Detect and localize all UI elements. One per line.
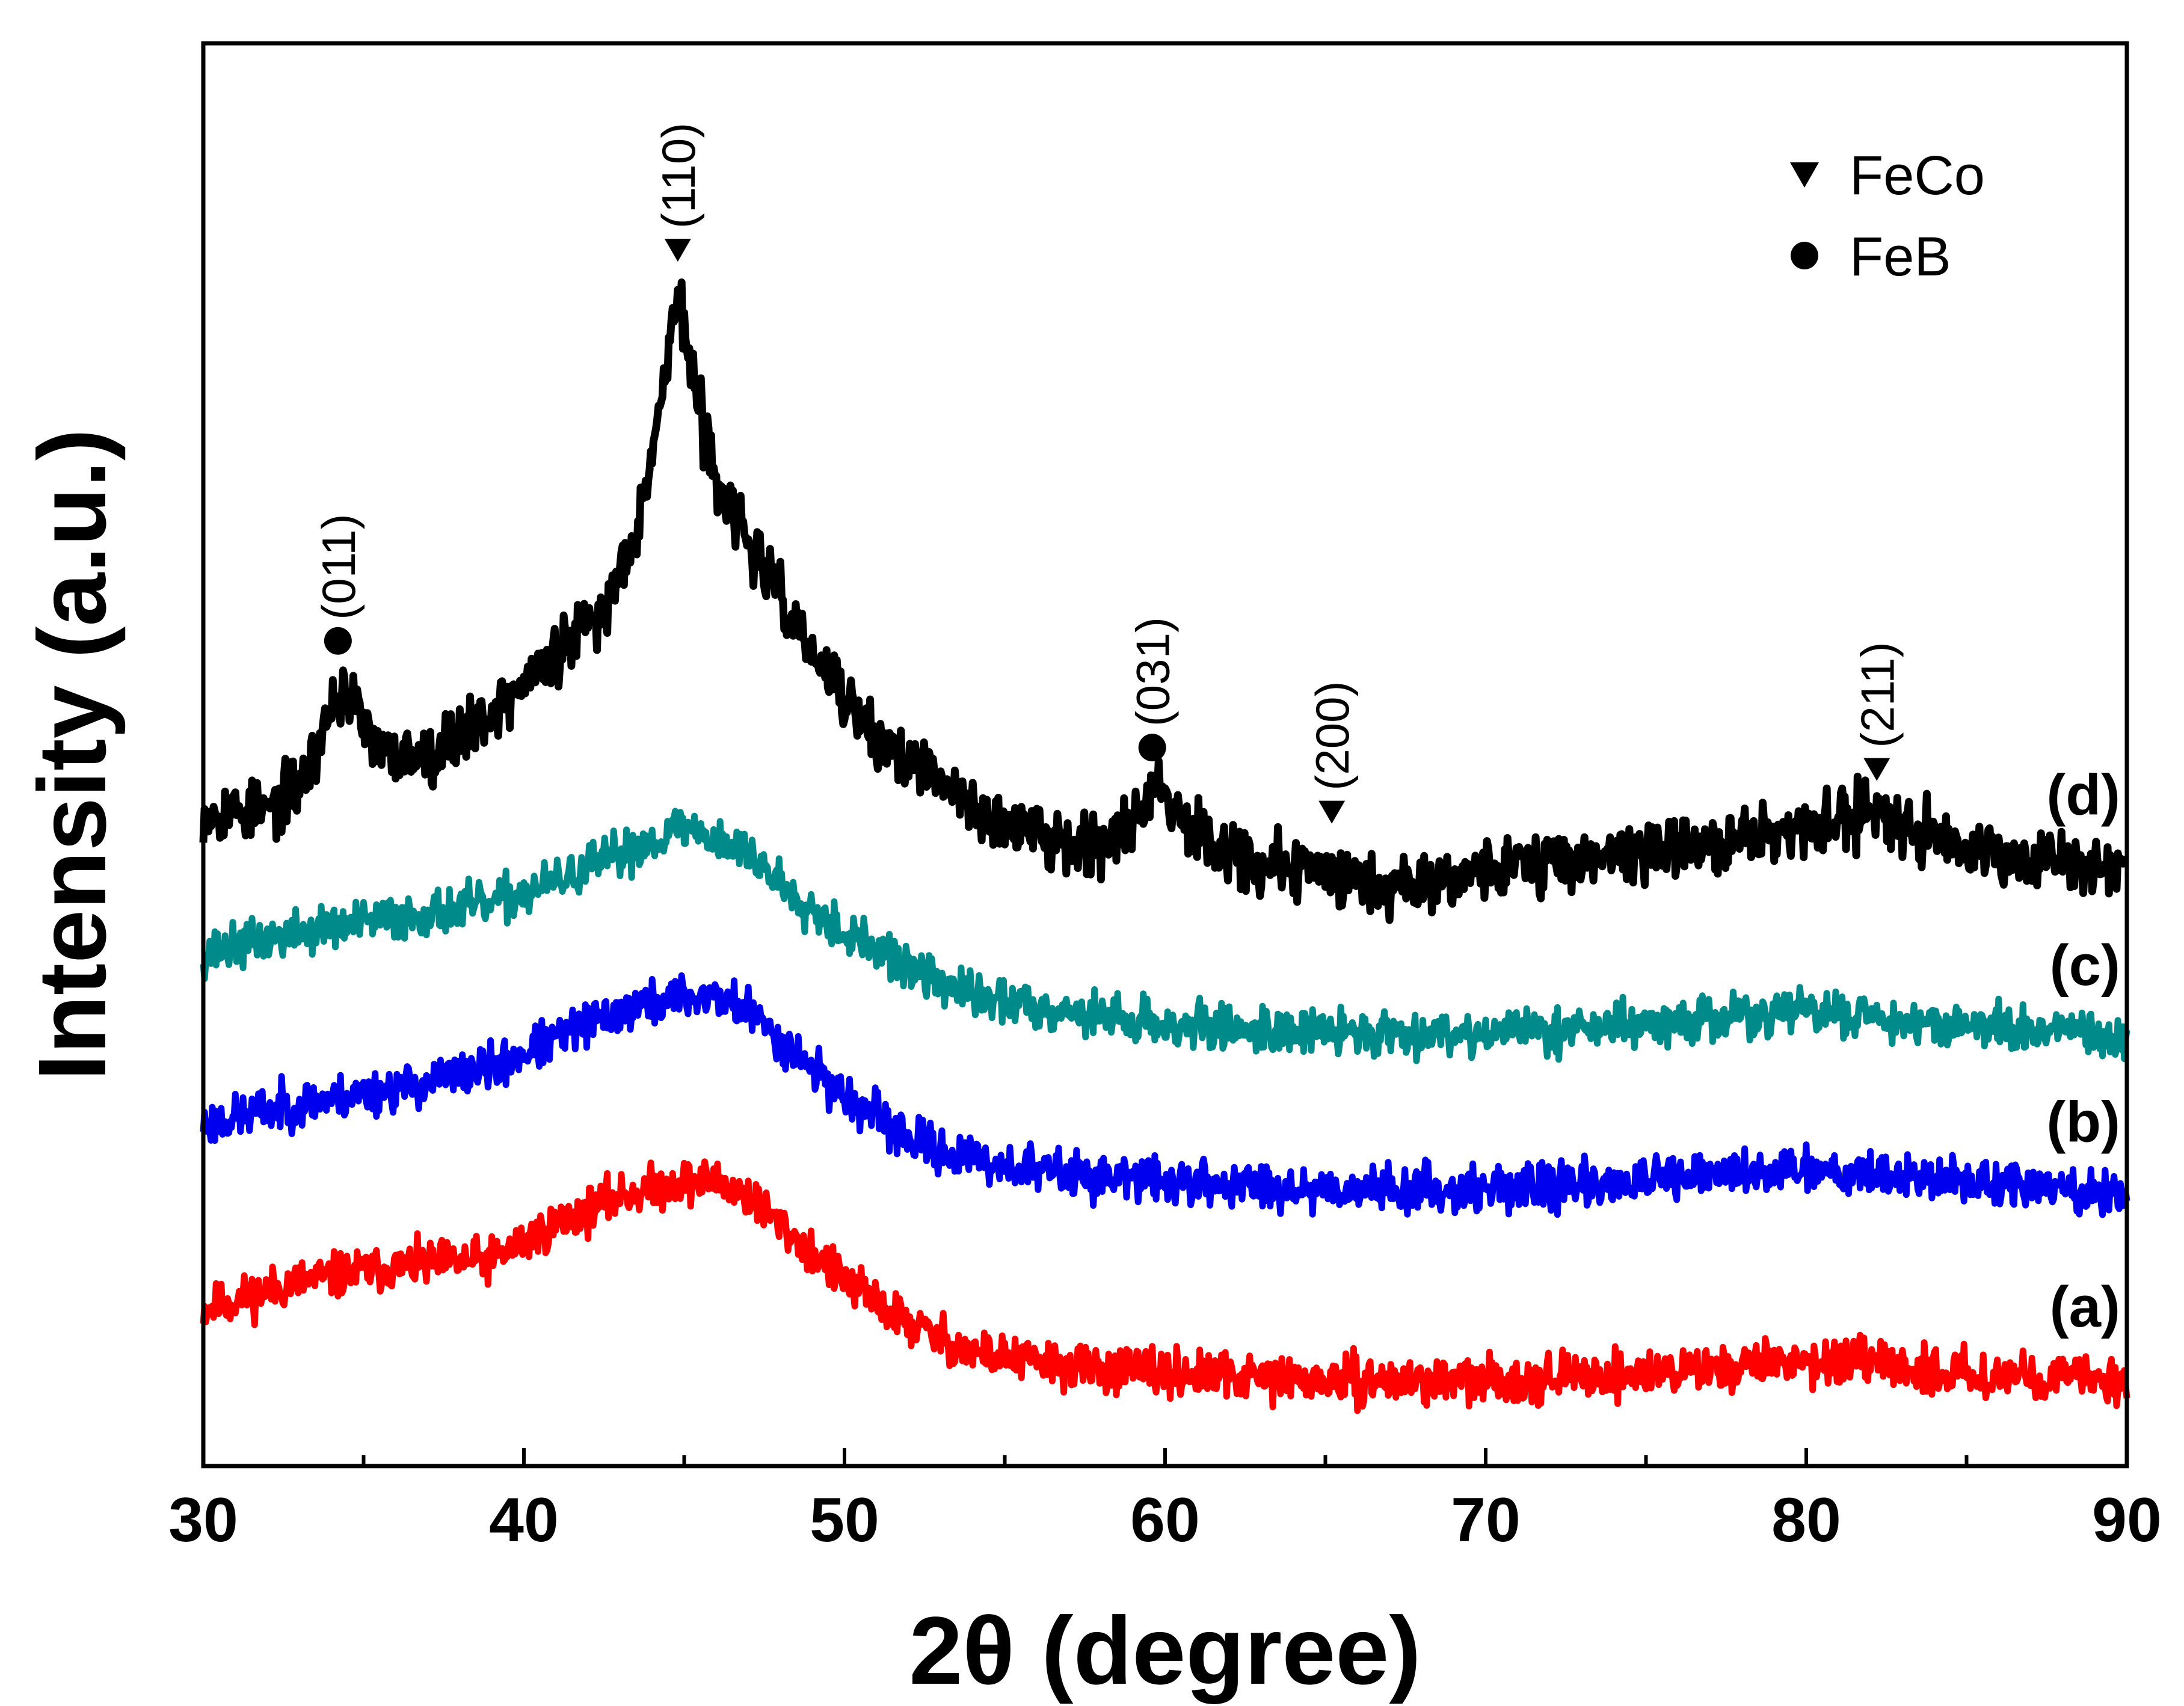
feb-peak-marker: [324, 627, 352, 655]
x-tick-label: 80: [1771, 1485, 1841, 1555]
legend-label: FeCo: [1850, 145, 1985, 206]
series-line-c: [200, 808, 2130, 1064]
series-layer: [199, 278, 2130, 1414]
peak-label: (110): [652, 123, 705, 229]
feco-peak-marker: [664, 239, 691, 262]
series-label-a: (a): [2050, 1275, 2120, 1339]
series-line-b: [200, 972, 2130, 1218]
legend-label: FeB: [1850, 226, 1951, 287]
series-line-d: [199, 278, 2130, 924]
x-tick-label: 60: [1130, 1485, 1200, 1555]
peak-label: (200): [1306, 681, 1359, 791]
x-tick-label: 30: [168, 1485, 238, 1555]
legend-circle-marker: [1791, 242, 1818, 269]
annotation-layer: (011) (110) (031) (200) (211): [312, 123, 1904, 824]
peak-label: (211): [1851, 642, 1904, 747]
feco-peak-marker: [1863, 758, 1890, 781]
peak-label: (011): [312, 514, 365, 619]
x-tick-label: 70: [1451, 1485, 1521, 1555]
series-label-d: (d): [2046, 762, 2120, 827]
x-tick-label: 50: [810, 1485, 879, 1555]
x-tick-label: 90: [2092, 1485, 2162, 1555]
y-axis-title: Intensity (a.u.): [18, 429, 126, 1081]
legend: FeCo FeB: [1790, 145, 1985, 287]
x-axis-ticks: 30 40 50 60 70 80 90: [168, 1448, 2162, 1555]
feb-peak-marker: [1138, 734, 1166, 762]
x-axis-title: 2θ (degree): [909, 1597, 1421, 1704]
legend-triangle-marker: [1790, 162, 1819, 188]
series-line-a: [200, 1158, 2130, 1414]
series-label-b: (b): [2046, 1090, 2120, 1155]
feco-peak-marker: [1318, 800, 1346, 824]
x-tick-label: 40: [489, 1485, 559, 1555]
series-labels: (a) (b) (c) (d): [2046, 762, 2120, 1339]
series-label-c: (c): [2050, 933, 2120, 998]
peak-label: (031): [1127, 617, 1180, 726]
